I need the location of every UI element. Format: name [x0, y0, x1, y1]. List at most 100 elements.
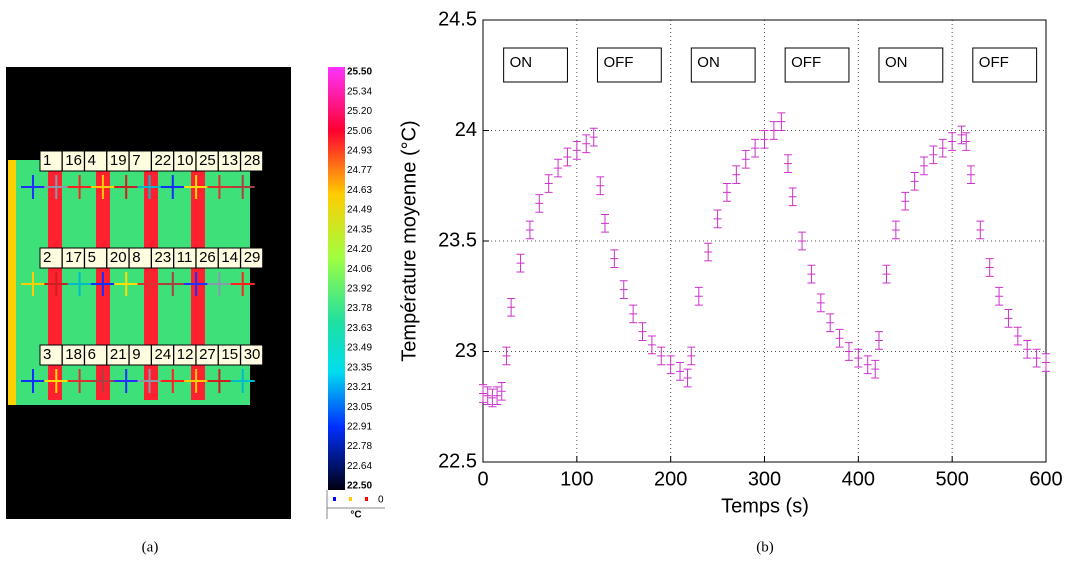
error-bar: [732, 165, 741, 185]
error-bar: [502, 346, 511, 366]
y-tick-label: 24: [455, 119, 477, 141]
error-bar: [874, 331, 883, 350]
caption: (a): [142, 539, 159, 555]
error-bar: [962, 132, 971, 151]
error-bar: [493, 386, 502, 406]
marker-label: 24: [155, 346, 172, 363]
error-bar: [488, 388, 497, 408]
colorbar: [328, 67, 345, 490]
error-bar: [985, 258, 994, 277]
annotation-box: [972, 47, 1038, 83]
error-bar: [610, 249, 619, 269]
error-bar: [938, 138, 947, 158]
colorbar-label: 24.35: [347, 224, 372, 235]
legend-zero: 0: [378, 495, 384, 506]
y-tick-label: 23.5: [438, 229, 477, 251]
colorbar-label: 24.06: [347, 264, 372, 275]
error-bar: [976, 220, 985, 240]
marker-label: 14: [221, 249, 238, 266]
x-tick-label: 600: [1029, 468, 1062, 490]
error-bar: [676, 362, 685, 381]
error-bar: [769, 121, 778, 140]
colorbar-label: 25.50: [347, 67, 372, 78]
marker-label: 4: [88, 152, 96, 169]
marker-label-box: [240, 247, 264, 269]
marker-label: 19: [110, 152, 127, 169]
annotation: OFF: [791, 54, 821, 71]
error-bar: [572, 141, 581, 160]
error-bar: [589, 127, 598, 147]
error-bar: [920, 156, 929, 176]
colorbar-label: 23.05: [347, 402, 372, 413]
error-bar: [882, 264, 891, 284]
colorbar-label: 22.64: [347, 461, 372, 472]
error-bar: [807, 264, 816, 284]
annotation: OFF: [979, 54, 1009, 71]
y-axis-title: Température moyenne (°C): [398, 120, 420, 361]
error-bar: [760, 130, 769, 149]
error-bar: [629, 304, 638, 324]
marker-label: 27: [199, 346, 216, 363]
error-bar: [751, 138, 760, 158]
marker-label-box: [240, 150, 264, 172]
caption: (b): [756, 539, 774, 555]
error-bar: [910, 171, 919, 191]
annotation: OFF: [603, 54, 633, 71]
colorbar-label: 24.63: [347, 185, 372, 196]
error-bar: [657, 346, 666, 366]
marker-label: 11: [177, 249, 193, 266]
error-bar: [1013, 326, 1022, 346]
error-bar: [929, 145, 938, 165]
error-bar: [783, 154, 792, 173]
marker-label: 30: [244, 346, 261, 363]
error-bar: [525, 220, 534, 240]
error-bar: [596, 176, 605, 196]
legend-swatch: [333, 497, 336, 501]
colorbar-label: 23.78: [347, 303, 372, 314]
error-bar: [554, 158, 563, 178]
colorbar-label: 24.77: [347, 165, 372, 176]
x-tick-label: 400: [842, 468, 875, 490]
error-bar: [544, 174, 553, 193]
x-tick-label: 500: [935, 468, 968, 490]
colorbar-label: 23.92: [347, 283, 372, 294]
marker-label: 18: [65, 346, 82, 363]
error-bar: [638, 322, 647, 341]
marker-label: 9: [132, 346, 140, 363]
error-bar: [957, 125, 966, 145]
gap: [291, 67, 327, 519]
x-tick-label: 100: [560, 468, 593, 490]
error-bar: [683, 368, 692, 388]
marker-label: 12: [177, 346, 194, 363]
annotation: ON: [885, 54, 908, 71]
error-bar: [1004, 309, 1013, 328]
error-bar: [835, 328, 844, 348]
error-bar: [854, 348, 863, 368]
marker-label: 7: [132, 152, 140, 169]
colorbar-label: 22.91: [347, 421, 372, 432]
annotation: ON: [697, 54, 720, 71]
colorbar-label: 25.34: [347, 86, 372, 97]
colorbar-label: 22.78: [347, 441, 372, 452]
marker-label: 25: [199, 152, 216, 169]
colorbar-label: 23.21: [347, 382, 372, 393]
marker-label: 17: [65, 249, 82, 266]
annotation: ON: [510, 54, 532, 71]
error-bar: [901, 191, 910, 211]
colorbar-label: 23.35: [347, 362, 372, 373]
colorbar-label: 25.06: [347, 126, 372, 137]
legend-swatch: [365, 497, 368, 501]
y-tick-label: 24.5: [438, 8, 477, 30]
annotation-box: [784, 47, 850, 83]
marker-label-box: [240, 344, 264, 366]
error-bar: [535, 194, 544, 213]
thermal-plate: [8, 160, 250, 405]
marker-label: 10: [177, 152, 194, 169]
error-bar: [948, 132, 957, 151]
error-bar: [1042, 353, 1050, 372]
annotation-box: [690, 47, 756, 83]
x-tick-label: 200: [654, 468, 687, 490]
error-bar: [694, 286, 703, 306]
error-bar: [497, 381, 506, 401]
